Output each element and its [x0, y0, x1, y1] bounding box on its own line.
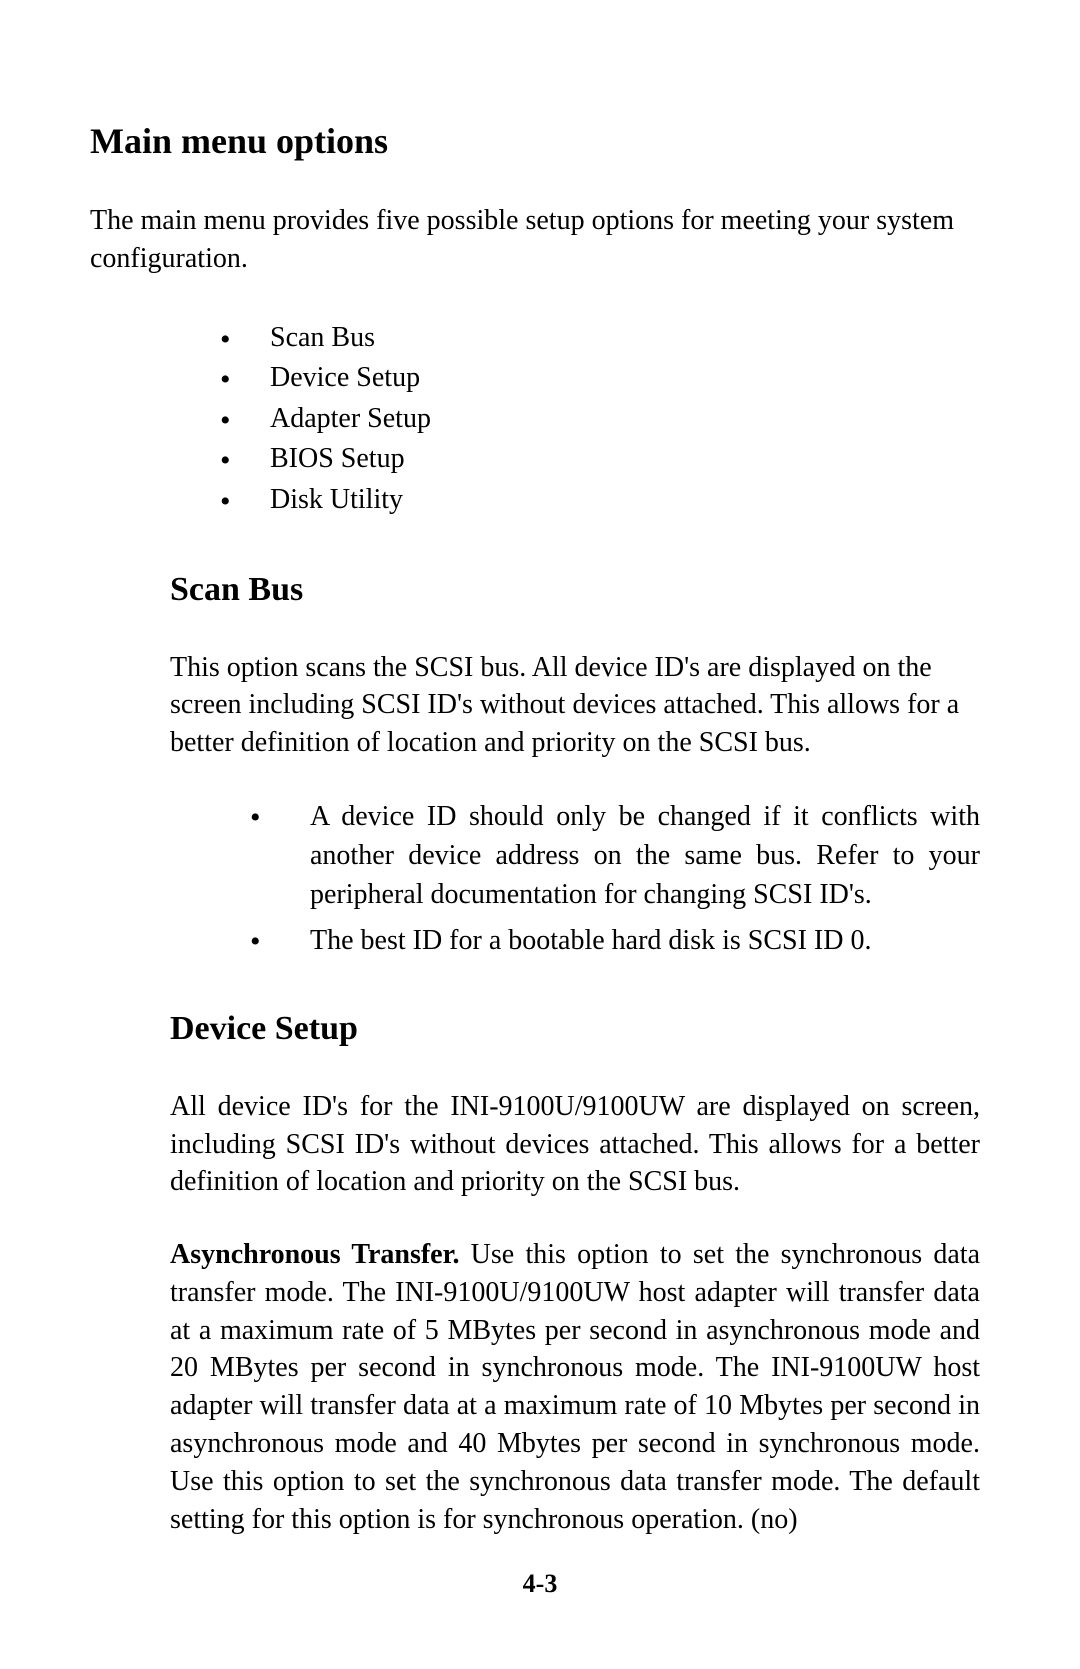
list-item: Scan Bus — [220, 318, 990, 359]
menu-options-list: Scan Bus Device Setup Adapter Setup BIOS… — [220, 318, 990, 521]
list-item: Disk Utility — [220, 480, 990, 521]
async-transfer-text: Use this option to set the synchronous d… — [170, 1239, 980, 1535]
async-transfer-label: Asynchronous Transfer. — [170, 1239, 459, 1270]
heading-device-setup: Device Setup — [170, 1010, 990, 1048]
list-item: Adapter Setup — [220, 399, 990, 440]
intro-paragraph: The main menu provides five possible set… — [90, 202, 990, 278]
list-item: Device Setup — [220, 358, 990, 399]
list-item: BIOS Setup — [220, 439, 990, 480]
device-setup-paragraph-1: All device ID's for the INI-9100U/9100UW… — [170, 1088, 980, 1201]
page-number: 4-3 — [0, 1569, 1080, 1599]
heading-scan-bus: Scan Bus — [170, 571, 990, 609]
list-item: The best ID for a bootable hard disk is … — [250, 921, 980, 960]
scan-bus-bullets: A device ID should only be changed if it… — [250, 797, 980, 960]
device-setup-paragraph-async: Asynchronous Transfer. Use this option t… — [170, 1236, 980, 1538]
heading-main-menu-options: Main menu options — [90, 120, 990, 162]
scan-bus-paragraph: This option scans the SCSI bus. All devi… — [170, 649, 980, 762]
list-item: A device ID should only be changed if it… — [250, 797, 980, 915]
